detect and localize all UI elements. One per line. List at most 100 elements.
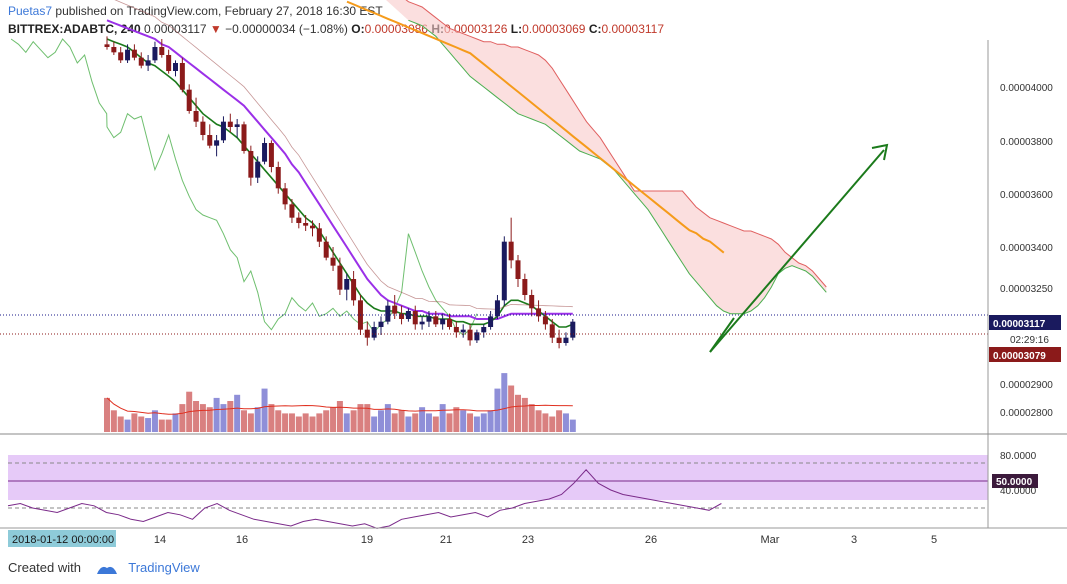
volume-bar [275, 410, 282, 432]
volume-bar [535, 410, 542, 432]
volume-bar [254, 407, 261, 432]
volume-bar [350, 410, 357, 432]
volume-bar [467, 413, 474, 432]
candle-body [200, 121, 206, 135]
candle-body [255, 161, 261, 178]
volume-bar [508, 385, 515, 432]
candle-body [173, 63, 178, 71]
candle-body [570, 321, 576, 338]
candle-body [337, 265, 343, 290]
candle-body [474, 332, 480, 341]
created-with-text: Created with [8, 560, 81, 575]
volume-bar [330, 407, 337, 432]
candle-body [351, 279, 357, 301]
price-pane[interactable] [0, 0, 988, 432]
ema-slow-line [346, 0, 725, 254]
time-tick-label: 23 [522, 534, 534, 546]
volume-bar [419, 407, 426, 432]
volume-bar [453, 407, 460, 432]
author-link[interactable]: Puetas7 [8, 4, 53, 18]
volume-bar [151, 410, 158, 432]
volume-bar [288, 413, 295, 432]
candle-body [214, 140, 220, 146]
cloud-upper-line [405, 0, 827, 288]
low-value: 0.00003069 [522, 22, 586, 36]
price-change: −0.00000034 (−1.08%) [225, 22, 348, 36]
volume-bar [268, 404, 275, 432]
close-label: C: [588, 22, 602, 36]
price-tick-label: 0.00002800 [1000, 408, 1053, 419]
time-tick-label: 3 [851, 534, 857, 546]
candle-body [488, 316, 494, 327]
candle-body [344, 279, 350, 290]
volume-bar [391, 413, 398, 432]
time-cursor-badge [8, 530, 116, 547]
volume-bar [282, 413, 289, 432]
time-tick-label: Mar [761, 534, 780, 546]
arrowhead-icon [871, 143, 889, 161]
rsi-pane[interactable] [7, 455, 988, 529]
volume-bars [104, 373, 576, 432]
candle-body [234, 124, 240, 127]
volume-bar [110, 410, 117, 432]
volume-bar [528, 404, 535, 432]
candle-body [515, 260, 521, 279]
open-value: 0.00003086 [364, 22, 428, 36]
candle-body [426, 316, 432, 322]
time-tick-label: 21 [440, 534, 452, 546]
volume-bar [179, 404, 186, 432]
volume-bar [405, 416, 412, 432]
close-value: 0.00003117 [601, 22, 665, 36]
candle-body [433, 316, 439, 325]
volume-bar [165, 419, 172, 432]
symbol-name[interactable]: BITTREX:ADABTC, 240 [8, 22, 141, 36]
candle-body [522, 279, 528, 295]
cloud-lower-line [408, 19, 827, 315]
low-label: L: [510, 22, 523, 36]
volume-bar [302, 413, 309, 432]
volume-bar [104, 397, 110, 432]
candle-body [542, 316, 548, 325]
price-tick-label: 0.00002900 [1000, 380, 1053, 391]
volume-bar [193, 401, 200, 432]
candle-body [186, 89, 192, 111]
candle-body [227, 121, 233, 127]
time-tick-label: 26 [645, 534, 657, 546]
candle-body [529, 295, 535, 309]
volume-bar [336, 401, 343, 432]
last-price-badge [989, 315, 1061, 330]
candle-body [262, 143, 268, 162]
volume-bar [549, 416, 556, 432]
tradingview-link[interactable]: TradingView [128, 560, 200, 575]
volume-bar [241, 410, 247, 432]
time-cursor-label: 2018-01-12 00:00:00 [12, 534, 114, 546]
published-info: published on TradingView.com, February 2… [55, 4, 383, 18]
candle-body [549, 324, 555, 338]
candle-body [152, 47, 158, 61]
candle-body [207, 135, 213, 146]
candle-body [296, 217, 302, 223]
footer: Created with TradingView [8, 560, 200, 576]
volume-bar [569, 419, 576, 432]
candle-body [104, 44, 110, 47]
volume-bar [131, 413, 138, 432]
candle-body [289, 204, 295, 218]
candle-body [275, 167, 281, 189]
candle-body [385, 305, 391, 322]
volume-bar [138, 416, 145, 432]
candle-body [323, 241, 329, 258]
candles [104, 36, 576, 349]
volume-bar [145, 418, 152, 432]
last-price: 0.00003117 [144, 22, 207, 36]
time-tick-label: 19 [361, 534, 373, 546]
candle-body [453, 327, 459, 333]
volume-bar [158, 419, 165, 432]
volume-bar [220, 404, 227, 432]
volume-bar [247, 413, 254, 432]
volume-bar [460, 410, 467, 432]
price-tick-label: 0.00003400 [1000, 243, 1053, 254]
candle-body [220, 121, 226, 141]
volume-bar [213, 397, 220, 432]
volume-bar [480, 413, 487, 432]
